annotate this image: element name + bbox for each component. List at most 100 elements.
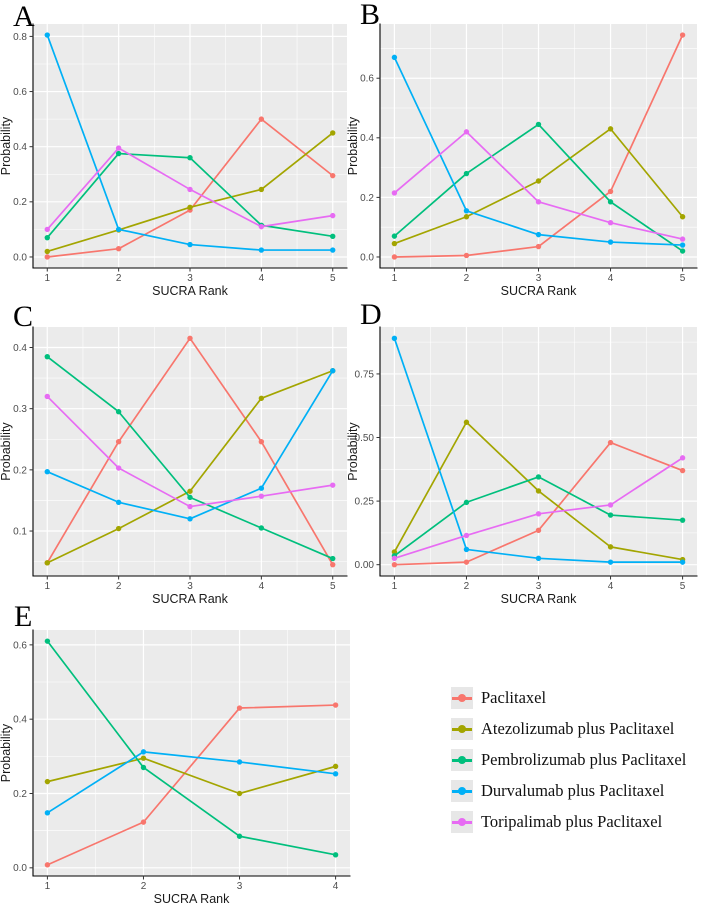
data-point	[679, 236, 686, 242]
data-point	[44, 560, 50, 566]
data-point	[535, 511, 542, 517]
data-point	[535, 474, 542, 480]
x-tick-label: 2	[116, 273, 122, 284]
panel-a-chart: 1 2 3 4 5 0.0 0.2 0.4 0.6 0.8 SUCRA Rank Probabilit…	[0, 23, 348, 298]
y-tick-label: 0.25	[355, 496, 375, 507]
data-point	[44, 226, 50, 233]
y-tick-label: 0.0	[13, 252, 27, 263]
x-tick-label: 1	[45, 881, 51, 892]
y-tick-label: 0.2	[13, 197, 27, 208]
data-point	[607, 502, 614, 508]
y-tick-label: 0.0	[13, 863, 27, 874]
y-tick-label: 0.8	[13, 32, 27, 43]
series-line	[46, 751, 337, 814]
legend-item-paclitaxel: Paclitaxel	[451, 687, 686, 709]
data-point	[607, 544, 614, 550]
x-tick-label: 2	[464, 581, 470, 592]
x-tick-label: 2	[464, 273, 470, 284]
data-point	[463, 170, 470, 177]
data-point	[391, 335, 398, 342]
legend-key-icon	[451, 749, 473, 771]
data-point	[607, 126, 614, 132]
x-tick-label: 3	[187, 581, 193, 592]
y-tick-label: 0.6	[13, 87, 27, 98]
data-point	[391, 555, 398, 562]
x-tick-label: 4	[608, 581, 614, 592]
data-point	[463, 214, 470, 220]
data-point	[679, 517, 686, 523]
x-axis-title: SUCRA Rank	[152, 592, 228, 606]
data-point	[187, 241, 193, 248]
figure-legend: Paclitaxel Atezolizumab plus Paclitaxel …	[451, 687, 686, 833]
data-point	[236, 790, 243, 797]
data-point	[115, 465, 122, 471]
data-point	[607, 220, 614, 226]
data-point	[391, 54, 398, 61]
data-point	[535, 488, 542, 494]
data-point	[330, 130, 336, 136]
y-tick-label: 0.75	[355, 369, 375, 380]
series-line	[46, 757, 337, 795]
x-tick-label: 3	[536, 273, 542, 284]
x-tick-label: 2	[141, 881, 147, 892]
legend-key-icon	[451, 687, 473, 709]
x-tick-label: 1	[44, 581, 50, 592]
x-tick-label: 1	[392, 273, 398, 284]
x-tick-label: 5	[680, 273, 686, 284]
x-tick-label: 5	[330, 273, 336, 284]
x-tick-label: 4	[333, 881, 339, 892]
data-point	[535, 121, 542, 128]
panel-c: C 1 2 3 4 5 0.1 0.2 0.3 0.4 SUCRA Rank Probability	[0, 297, 350, 606]
y-axis-title: Probability	[0, 723, 13, 782]
y-tick-label: 0.4	[13, 142, 27, 153]
data-point	[330, 561, 336, 568]
data-point	[236, 759, 243, 765]
y-tick-label: 0.6	[360, 74, 374, 85]
data-point	[679, 242, 686, 248]
data-point	[332, 771, 339, 777]
data-point	[463, 546, 470, 553]
panel-d: D 1 2 3 4 5 0.00 0.25 0.50 0.75 SUCRA Rank Probabi…	[346, 297, 701, 606]
data-point	[330, 233, 336, 239]
panel-a: A 1 2 3 4 5 0.0 0.2 0.4 0.6 0.8 SUCRA Rank Probabil…	[0, 0, 350, 298]
data-point	[391, 240, 398, 247]
x-tick-label: 2	[116, 581, 122, 592]
data-point	[391, 549, 398, 555]
x-tick-label: 5	[330, 581, 336, 592]
data-point	[44, 862, 51, 868]
data-point	[140, 819, 147, 825]
data-point	[258, 485, 265, 491]
legend-key-icon	[451, 780, 473, 802]
panel-b-label: B	[360, 0, 381, 31]
data-point	[463, 208, 470, 214]
data-point	[463, 419, 470, 425]
data-point	[679, 32, 686, 38]
legend-key-icon	[451, 811, 473, 833]
legend-key-icon	[451, 718, 473, 740]
panel-e: E 1 2 3 4 0.0 0.2 0.4 0.6 SUCRA Rank Probability	[0, 597, 390, 906]
legend-label: Atezolizumab plus Paclitaxel	[481, 719, 675, 738]
data-point	[535, 199, 542, 205]
legend-item-atezolizumab: Atezolizumab plus Paclitaxel	[451, 718, 686, 740]
data-point	[607, 199, 614, 205]
legend-label: Pembrolizumab plus Paclitaxel	[481, 750, 687, 769]
y-axis-title: Probability	[0, 422, 13, 481]
x-tick-label: 1	[44, 273, 50, 284]
data-point	[115, 150, 122, 157]
data-point	[236, 833, 243, 839]
y-tick-label: 0.2	[360, 193, 374, 204]
legend-label: Toripalimab plus Paclitaxel	[481, 812, 663, 831]
data-point	[679, 214, 686, 220]
panel-b: B 1 2 3 4 5 0.0 0.2 0.4 0.6 SUCRA Rank Probability	[346, 0, 701, 298]
data-point	[187, 503, 193, 510]
y-tick-label: 0.1	[13, 526, 27, 537]
y-tick-label: 0.00	[355, 560, 375, 571]
y-axis-title: Probability	[346, 422, 360, 481]
data-point	[463, 499, 470, 506]
data-point	[258, 395, 265, 401]
data-point	[140, 749, 147, 755]
data-point	[258, 186, 265, 193]
data-point	[258, 116, 265, 122]
panel-c-label: C	[13, 300, 34, 333]
panel-d-chart: 1 2 3 4 5 0.00 0.25 0.50 0.75 SUCRA Rank Probabili…	[346, 326, 698, 606]
